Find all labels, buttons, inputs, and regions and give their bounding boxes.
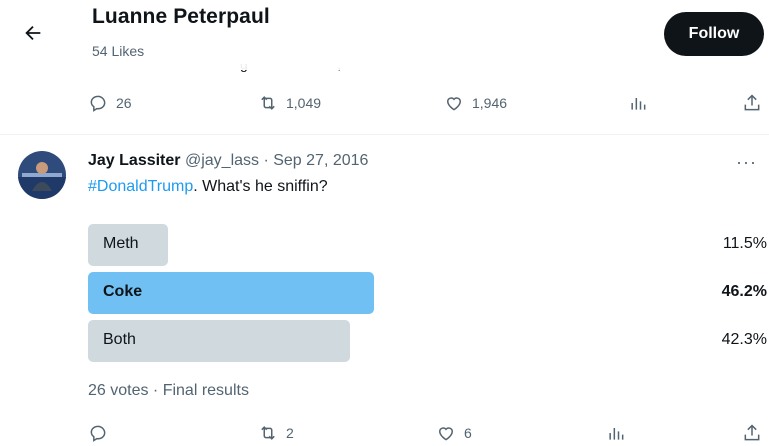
likes-count: 54 Likes	[92, 43, 145, 59]
poll-summary: 26 votes · Final results	[88, 382, 249, 399]
back-button[interactable]	[18, 18, 48, 48]
author-name[interactable]: Jay Lassiter	[88, 152, 181, 169]
follow-button[interactable]: Follow	[664, 12, 764, 56]
profile-header: Luanne Peterpaul 54 Likes Follow	[0, 0, 769, 70]
heart-icon	[438, 427, 454, 441]
poll-option-bar	[88, 224, 168, 266]
poll-option-percent: 11.5%	[722, 235, 767, 252]
like-button[interactable]: 6	[436, 423, 472, 443]
poll-option-bar	[88, 272, 375, 314]
share-button[interactable]	[742, 93, 762, 113]
share-icon	[744, 424, 760, 441]
reply-button[interactable]: 26	[88, 93, 132, 113]
tweet-author-line: Jay Lassiter @jay_lass · Sep 27, 2016	[88, 152, 368, 170]
author-handle-date[interactable]: @jay_lass · Sep 27, 2016	[184, 152, 369, 169]
arrow-left-icon	[25, 25, 41, 41]
poll-option-label: Both	[103, 331, 136, 348]
tweet-body: . What's he sniffin?	[193, 178, 328, 195]
reply-icon	[90, 95, 106, 112]
heart-icon	[446, 97, 462, 111]
more-options-icon[interactable]: ···	[736, 152, 757, 172]
avatar[interactable]	[18, 151, 66, 199]
retweet-count: 2	[286, 425, 294, 441]
share-icon	[744, 94, 760, 111]
retweet-button[interactable]: 1,049	[258, 93, 321, 113]
reply-count: 26	[116, 95, 132, 111]
avatar-image	[18, 151, 66, 199]
poll-option-label: Coke	[103, 283, 143, 300]
poll-option-label: Meth	[103, 235, 139, 252]
reply-button[interactable]	[88, 423, 116, 443]
tweet-text: #DonaldTrump. What's he sniffin?	[88, 178, 328, 196]
views-button[interactable]	[628, 93, 648, 113]
like-count: 6	[464, 425, 472, 441]
like-count: 1,946	[472, 95, 508, 111]
analytics-icon	[609, 428, 624, 440]
views-button[interactable]	[606, 423, 626, 443]
share-button[interactable]	[742, 423, 762, 443]
analytics-icon	[631, 98, 646, 110]
retweet-icon	[261, 96, 275, 110]
retweet-button[interactable]: 2	[258, 423, 294, 443]
tweet-divider	[0, 134, 769, 135]
hashtag-link[interactable]: #DonaldTrump	[88, 178, 194, 195]
like-button[interactable]: 1,946	[444, 93, 507, 113]
retweet-count: 1,049	[286, 95, 322, 111]
poll-option-percent: 42.3%	[721, 331, 767, 348]
retweet-icon	[261, 426, 275, 440]
page-title: Luanne Peterpaul	[92, 5, 270, 28]
poll-option-bar	[88, 320, 351, 362]
poll-option-percent: 46.2%	[721, 283, 767, 300]
reply-icon	[90, 425, 106, 442]
